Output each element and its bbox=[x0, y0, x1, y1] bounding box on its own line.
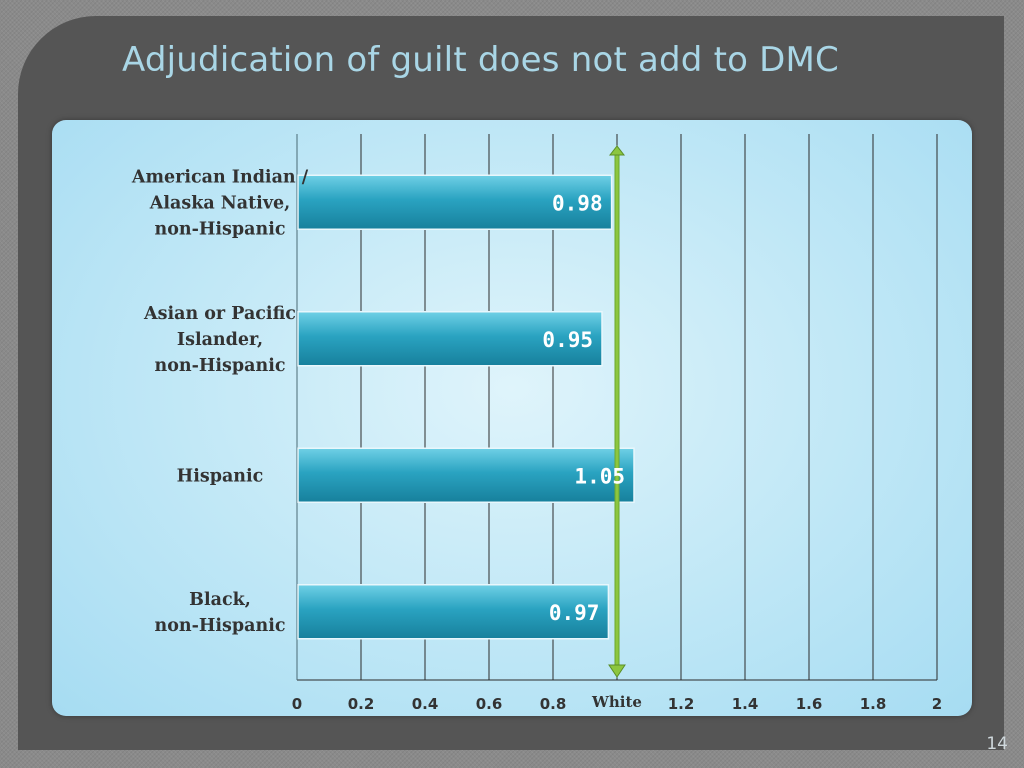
category-label: American Indian / bbox=[131, 167, 309, 187]
bar bbox=[297, 584, 610, 640]
x-tick-label: 0.4 bbox=[412, 695, 439, 713]
chart-labels: 0 0.2 0.4 0.6 0.8 White 1.2 1.4 1.6 1.8 2 0.98 Ameri… bbox=[131, 167, 942, 713]
category-label: Islander, bbox=[177, 330, 263, 350]
x-tick-label: 2 bbox=[932, 695, 942, 713]
reference-tick-label: White bbox=[591, 693, 642, 711]
category-label: non-Hispanic bbox=[154, 356, 285, 376]
bar bbox=[297, 174, 613, 230]
category-label: Black, bbox=[189, 590, 251, 610]
bar bbox=[297, 311, 603, 367]
chart-card: 0 0.2 0.4 0.6 0.8 White 1.2 1.4 1.6 1.8 2 0.98 Ameri… bbox=[52, 120, 972, 716]
x-tick-label: 1.2 bbox=[668, 695, 695, 713]
x-tick-label: 0.8 bbox=[540, 695, 567, 713]
x-tick-label: 1.4 bbox=[732, 695, 759, 713]
x-tick-label: 1.6 bbox=[796, 695, 823, 713]
category-label: non-Hispanic bbox=[154, 219, 285, 239]
category-label: Hispanic bbox=[177, 466, 264, 486]
bar-chart: 0 0.2 0.4 0.6 0.8 White 1.2 1.4 1.6 1.8 2 0.98 Ameri… bbox=[131, 134, 942, 713]
category-label: non-Hispanic bbox=[154, 616, 285, 636]
bar bbox=[297, 447, 635, 503]
data-label: 0.97 bbox=[549, 601, 600, 625]
category-label: Asian or Pacific bbox=[143, 304, 296, 324]
page-number: 14 bbox=[986, 734, 1008, 754]
reference-line-top-arrow bbox=[608, 145, 626, 156]
slide-title: Adjudication of guilt does not add to DM… bbox=[122, 40, 839, 80]
category-label: Alaska Native, bbox=[149, 193, 290, 213]
reference-line-bottom-arrow bbox=[608, 664, 626, 678]
reference-line bbox=[608, 145, 626, 678]
x-tick-label: 0.6 bbox=[476, 695, 503, 713]
bars bbox=[297, 174, 635, 640]
x-tick-label: 0 bbox=[292, 695, 302, 713]
data-label: 0.98 bbox=[552, 191, 603, 215]
x-tick-label: 0.2 bbox=[348, 695, 375, 713]
data-label: 1.05 bbox=[574, 464, 625, 488]
data-label: 0.95 bbox=[542, 328, 593, 352]
x-tick-label: 1.8 bbox=[860, 695, 887, 713]
